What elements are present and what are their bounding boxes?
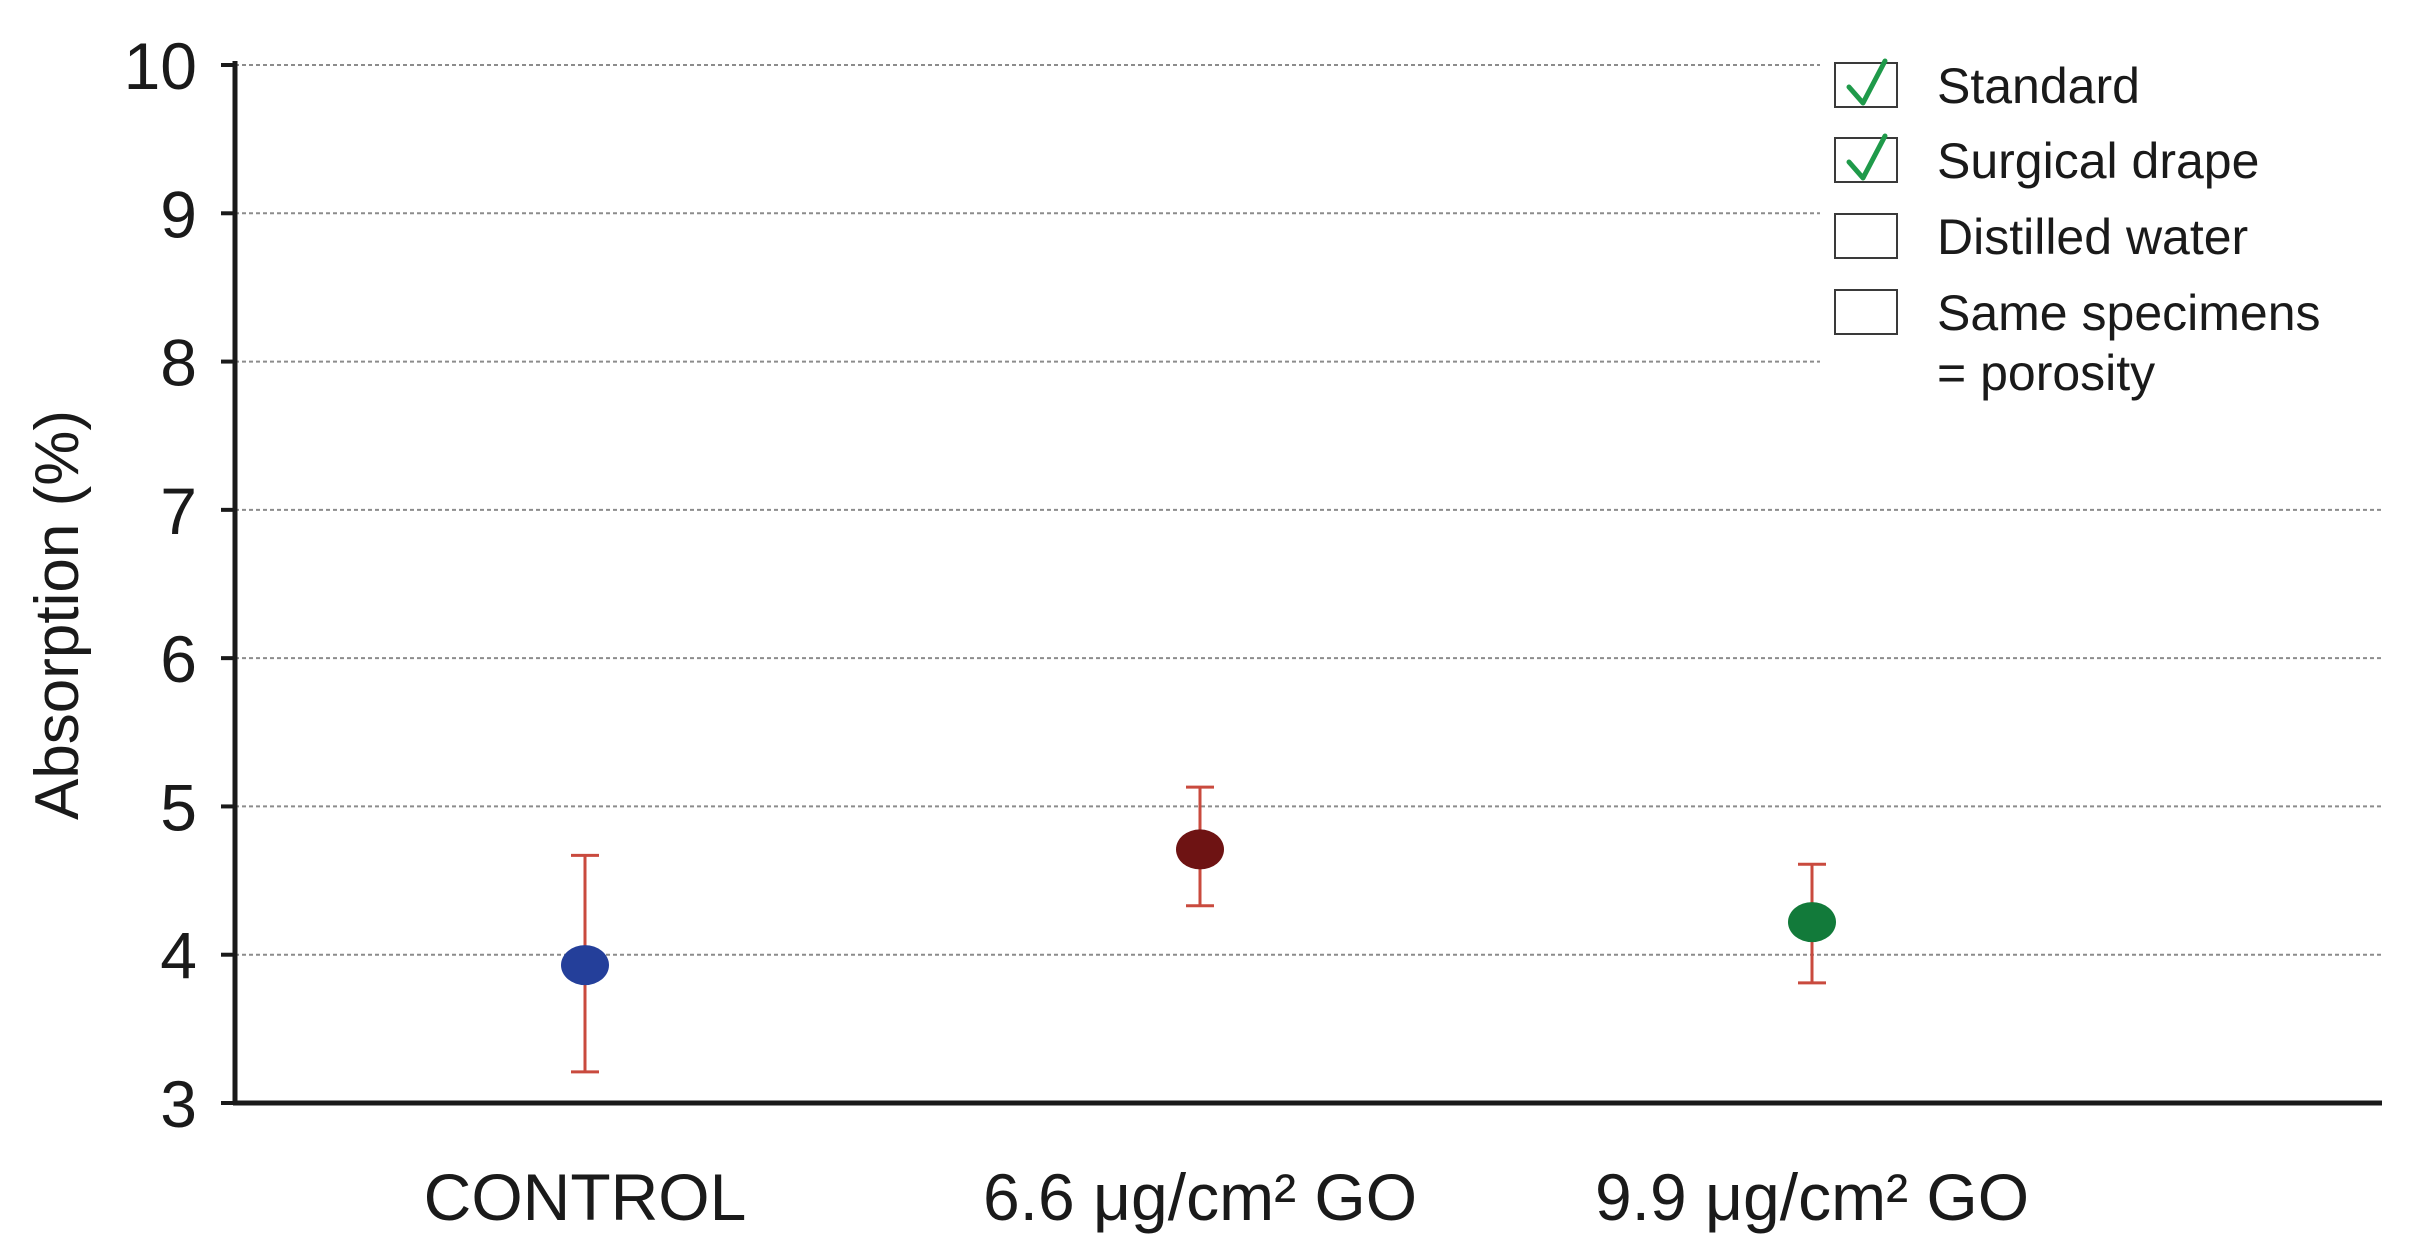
data-point	[1788, 902, 1836, 943]
y-tick-label: 6	[160, 622, 197, 696]
legend-checkbox	[1834, 289, 1898, 335]
legend-label-line2: = porosity	[1937, 345, 2155, 401]
y-tick-label: 10	[124, 29, 197, 103]
grid-lines	[235, 64, 2382, 956]
legend-label: Surgical drape	[1937, 133, 2259, 189]
y-axis-title: Absorption (%)	[23, 410, 92, 820]
y-tick-label: 7	[160, 474, 197, 548]
data-point	[561, 945, 609, 986]
axes	[221, 61, 2382, 1106]
check-icon	[1846, 133, 1888, 181]
data-point	[1176, 829, 1224, 870]
x-category-label: 9.9 μg/cm² GO	[1595, 1160, 2029, 1234]
y-tick-label: 3	[160, 1067, 197, 1141]
y-tick-label: 5	[160, 770, 197, 844]
legend-label: Distilled water	[1937, 209, 2248, 265]
x-category-label: 6.6 μg/cm² GO	[983, 1160, 1417, 1234]
y-tick-label: 8	[160, 326, 197, 400]
legend: Standard Surgical drape Distilled water Sam…	[1820, 40, 2385, 420]
y-tick-label: 9	[160, 177, 197, 251]
legend-checkbox	[1834, 213, 1898, 259]
data-points	[561, 829, 1836, 986]
y-tick-labels: 3 4 5 6 7 8 9 10	[124, 29, 197, 1141]
legend-background	[1820, 40, 2385, 420]
x-category-labels: CONTROL 6.6 μg/cm² GO 9.9 μg/cm² GO	[424, 1160, 2029, 1234]
y-tick-label: 4	[160, 919, 197, 993]
check-icon	[1846, 58, 1888, 106]
legend-label: Same specimens	[1937, 285, 2321, 341]
x-category-label: CONTROL	[424, 1160, 747, 1234]
legend-label: Standard	[1937, 58, 2140, 114]
